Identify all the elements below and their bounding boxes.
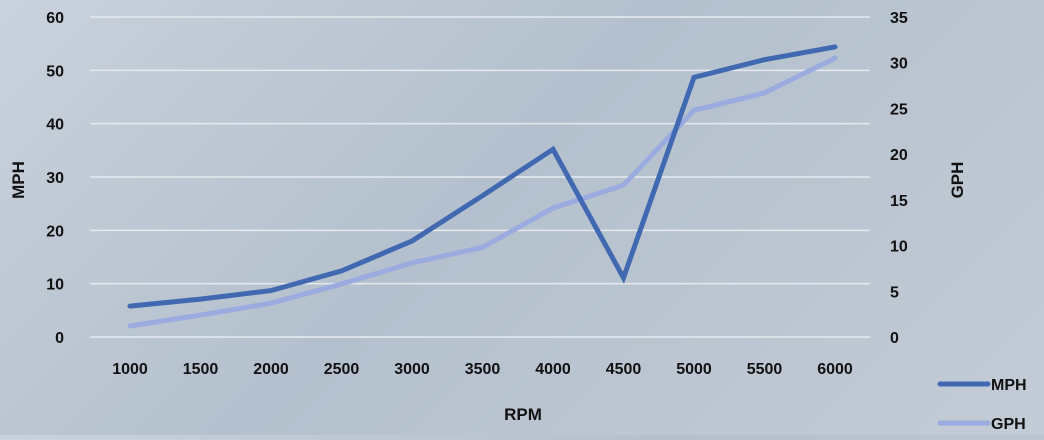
x-tick-label: 3000 xyxy=(394,361,430,378)
y-right-tick-label: 5 xyxy=(890,284,899,301)
x-tick-label: 5000 xyxy=(676,361,712,378)
x-tick-label: 1000 xyxy=(112,361,148,378)
x-tick-label: 1500 xyxy=(183,361,219,378)
legend: MPH GPH xyxy=(937,377,1027,433)
y-left-tick-label: 20 xyxy=(46,223,64,240)
y-left-tick-label: 10 xyxy=(46,277,64,294)
tick-labels: 0 10 20 30 40 50 60 0 5 10 15 20 25 30 35 1000 1500 2000 2… xyxy=(46,10,908,378)
y-left-tick-label: 40 xyxy=(46,117,64,134)
y-left-tick-label: 50 xyxy=(46,63,64,80)
x-tick-label: 6000 xyxy=(817,361,853,378)
x-tick-label: 4000 xyxy=(535,361,571,378)
y-left-tick-label: 0 xyxy=(55,330,64,347)
series-line-mph xyxy=(127,44,838,309)
y-right-tick-label: 15 xyxy=(890,193,908,210)
y-right-tick-label: 25 xyxy=(890,101,908,118)
legend-label-mph: MPH xyxy=(991,377,1027,394)
x-tick-label: 2000 xyxy=(253,361,289,378)
y-axis-label-left: MPH xyxy=(9,161,28,199)
x-tick-label: 2500 xyxy=(324,361,360,378)
y-right-tick-label: 0 xyxy=(890,330,899,347)
series-lines xyxy=(127,44,838,329)
y-left-tick-label: 60 xyxy=(46,10,64,27)
y-right-tick-label: 30 xyxy=(890,56,908,73)
y-right-tick-label: 35 xyxy=(890,10,908,27)
y-axis-label-right: GPH xyxy=(948,162,967,199)
y-right-tick-label: 10 xyxy=(890,239,908,256)
x-tick-label: 4500 xyxy=(606,361,642,378)
x-tick-label: 5500 xyxy=(747,361,783,378)
legend-label-gph: GPH xyxy=(991,416,1026,433)
x-axis-label: RPM xyxy=(504,405,542,424)
y-right-tick-label: 20 xyxy=(890,147,908,164)
x-tick-label: 3500 xyxy=(465,361,501,378)
series-line-gph xyxy=(127,55,838,329)
y-left-tick-label: 30 xyxy=(46,170,64,187)
gridlines xyxy=(90,16,870,338)
